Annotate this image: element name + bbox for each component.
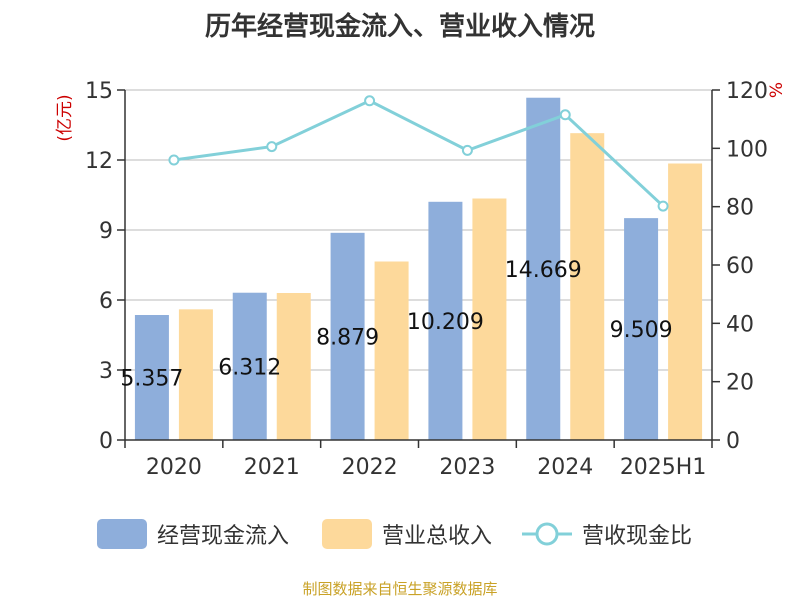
x-tick-label: 2023 bbox=[439, 455, 495, 480]
bar-revenue bbox=[668, 163, 703, 440]
legend-label-ratio: 营收现金比 bbox=[582, 524, 693, 549]
right-axis-unit: % bbox=[767, 82, 787, 98]
legend-label-revenue: 营业总收入 bbox=[382, 524, 493, 549]
bar-cash-inflow bbox=[330, 232, 365, 440]
ratio-point bbox=[266, 141, 278, 153]
chart-title: 历年经营现金流入、营业收入情况 bbox=[204, 12, 595, 42]
right-tick-label: 40 bbox=[726, 312, 754, 337]
bar-cash-inflow bbox=[526, 97, 561, 441]
right-tick-label: 0 bbox=[726, 429, 740, 454]
left-tick-label: 0 bbox=[99, 429, 113, 454]
legend-label-cash-inflow: 经营现金流入 bbox=[157, 524, 290, 549]
data-label-cash-inflow: 9.509 bbox=[610, 318, 673, 343]
bar-revenue bbox=[178, 309, 213, 440]
right-tick-label: 120 bbox=[726, 79, 768, 104]
legend-item-cash-inflow[interactable]: 经营现金流入 bbox=[97, 517, 289, 551]
left-tick-label: 9 bbox=[99, 219, 113, 244]
right-tick-label: 80 bbox=[726, 196, 754, 221]
ratio-point bbox=[461, 144, 473, 156]
legend-swatch-revenue bbox=[322, 519, 372, 549]
ratio-point bbox=[168, 154, 180, 166]
left-tick-label: 6 bbox=[99, 289, 113, 314]
bar-revenue bbox=[276, 293, 311, 440]
bar-revenue bbox=[472, 198, 507, 440]
x-tick-label: 2021 bbox=[244, 455, 300, 480]
data-label-cash-inflow: 5.357 bbox=[120, 367, 183, 392]
right-tick-label: 20 bbox=[726, 371, 754, 396]
legend-swatch-ratio bbox=[522, 522, 572, 546]
ratio-point bbox=[559, 109, 571, 121]
bar-cash-inflow bbox=[428, 201, 463, 440]
left-tick-label: 3 bbox=[99, 359, 113, 384]
x-tick-label: 2024 bbox=[537, 455, 593, 480]
bar-revenue bbox=[374, 261, 409, 440]
bar-cash-inflow bbox=[624, 218, 659, 440]
bar-cash-inflow bbox=[232, 292, 267, 440]
x-tick-label: 2022 bbox=[342, 455, 398, 480]
left-axis-unit: (亿元) bbox=[55, 94, 75, 141]
right-tick-label: 100 bbox=[726, 137, 768, 162]
data-label-cash-inflow: 8.879 bbox=[316, 325, 379, 350]
legend-swatch-cash-inflow bbox=[97, 519, 147, 549]
x-tick-label: 2020 bbox=[146, 455, 202, 480]
right-tick-label: 60 bbox=[726, 254, 754, 279]
legend-item-ratio[interactable]: 营收现金比 bbox=[522, 517, 692, 551]
source-note: 制图数据来自恒生聚源数据库 bbox=[302, 580, 498, 598]
ratio-line bbox=[173, 99, 665, 208]
left-tick-label: 12 bbox=[85, 149, 113, 174]
left-tick-label: 15 bbox=[85, 79, 113, 104]
ratio-point bbox=[364, 95, 376, 107]
data-label-cash-inflow: 14.669 bbox=[505, 258, 582, 283]
ratio-point bbox=[657, 200, 669, 212]
bar-cash-inflow bbox=[134, 315, 169, 440]
x-tick-label: 2025H1 bbox=[620, 455, 707, 480]
data-label-cash-inflow: 10.209 bbox=[407, 310, 484, 335]
bar-revenue bbox=[570, 133, 605, 440]
data-label-cash-inflow: 6.312 bbox=[218, 355, 281, 380]
legend-item-revenue[interactable]: 营业总收入 bbox=[322, 517, 492, 551]
